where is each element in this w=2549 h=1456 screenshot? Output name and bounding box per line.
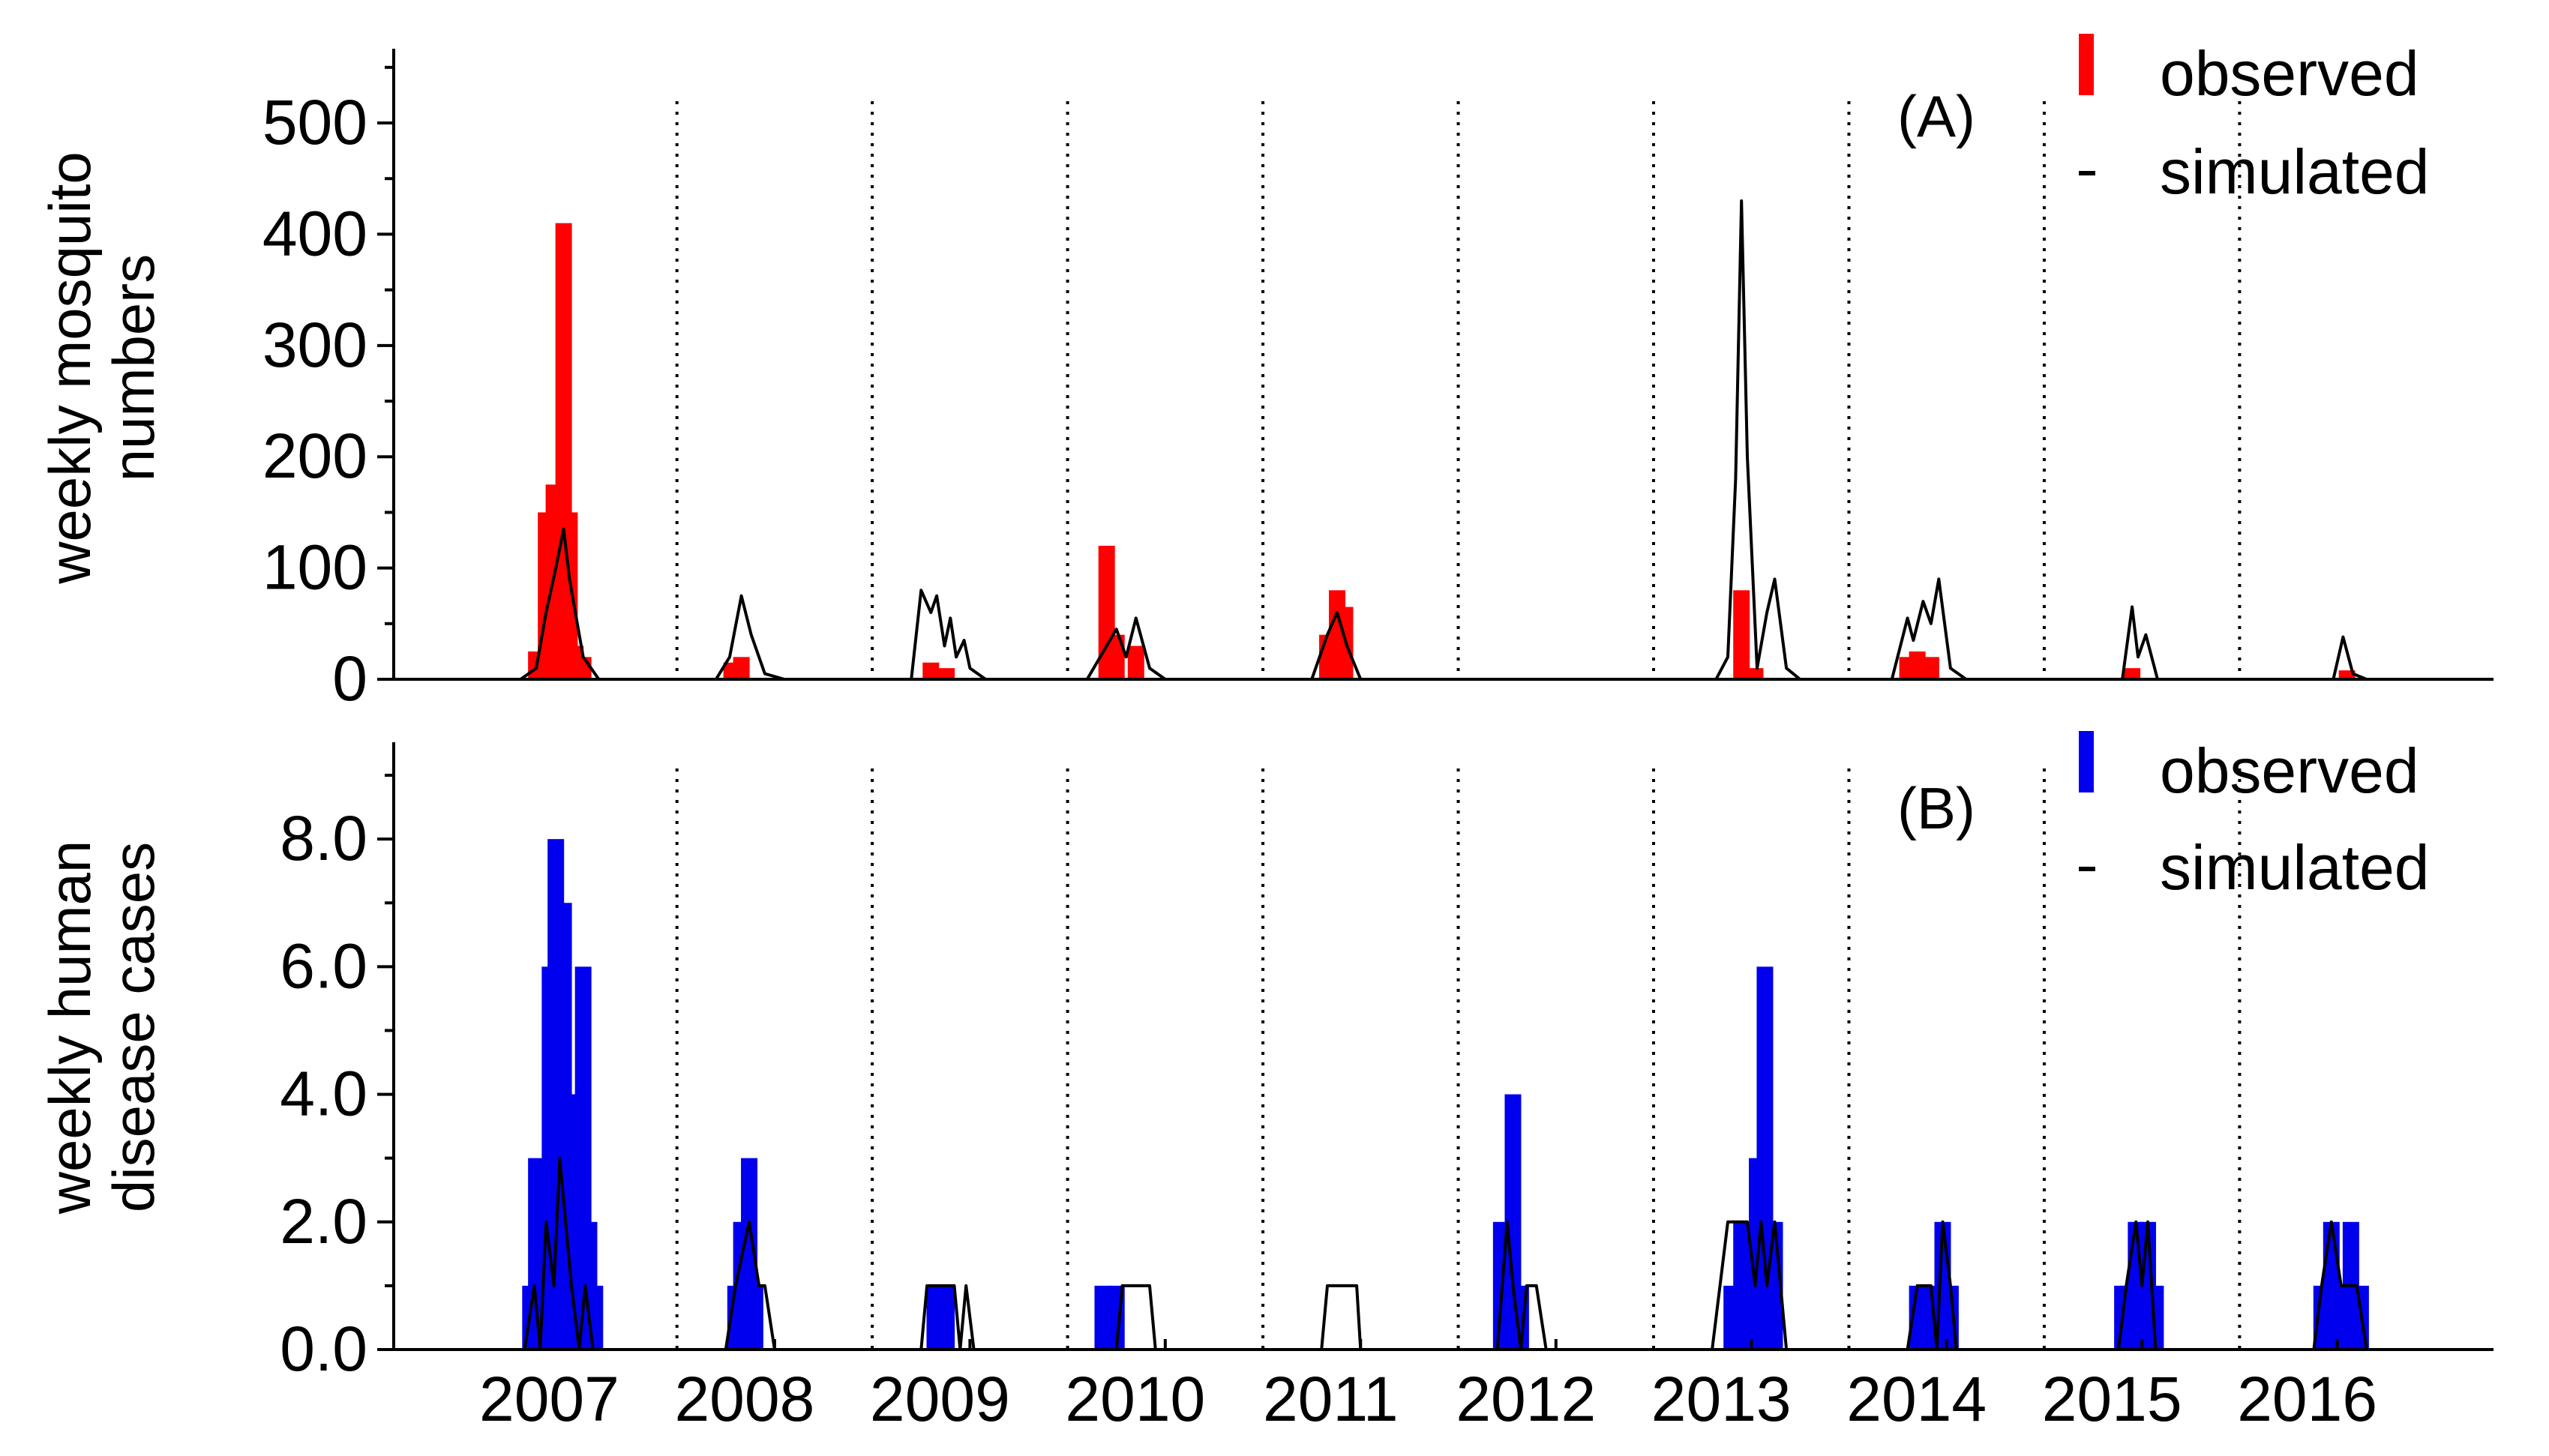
x-year-label: 2014 <box>1846 1364 1987 1434</box>
panel-b-observed-bar <box>746 1285 763 1350</box>
panel-a-y-tick-label: 200 <box>262 421 367 491</box>
panel-b-observed-bar <box>938 1285 955 1350</box>
panel-b-legend-simulated-label: simulated <box>2160 832 2430 903</box>
panel-a-observed-bar <box>2124 668 2141 679</box>
panel-a-observed-bar <box>733 657 750 679</box>
panel-a-tag: (A) <box>1897 83 1975 149</box>
panel-b-observed-bar <box>1094 1285 1111 1350</box>
panel-a-legend-observed-swatch <box>2079 34 2094 95</box>
panel-b-y-tick-label: 8.0 <box>280 803 367 873</box>
panel-a-y-tick-label: 0 <box>332 643 367 714</box>
panel-a-y-tick-label: 100 <box>262 532 367 603</box>
x-axis-year-labels: 2007 2008 2009 2010 2011 2012 2013 2014 2015 2016 <box>479 1364 2377 1434</box>
panel-a-observed-bars <box>528 223 2356 679</box>
panel-b-y-tick-label: 4.0 <box>280 1059 367 1129</box>
panel-b-ylabel-line2: disease cases <box>100 842 166 1212</box>
panel-a-y-tick-label: 400 <box>262 198 367 268</box>
panel-b-legend-observed-swatch <box>2079 731 2094 792</box>
panel-b-tag: (B) <box>1897 775 1975 841</box>
x-year-label: 2008 <box>674 1364 814 1434</box>
panel-a-observed-bar <box>938 668 955 679</box>
panel-a-observed-bar <box>1108 634 1125 679</box>
panel-a-observed-bar <box>1922 657 1939 679</box>
panel-a-separators <box>675 101 2242 679</box>
panel-a-legend: observed simulated <box>2079 34 2430 207</box>
panel-b-y-tick-label: 0.0 <box>280 1314 367 1384</box>
panel-b-legend-observed-label: observed <box>2160 735 2419 806</box>
panel-a-observed-bar <box>1733 590 1750 679</box>
panel-b-ylabel-line1: weekly human <box>37 840 103 1215</box>
panel-b-simulated-line <box>394 1156 2494 1351</box>
panel-b-separators <box>675 768 2242 1350</box>
panel-a-y-tick-label: 500 <box>262 87 367 157</box>
panel-b-observed-bars <box>522 839 2369 1350</box>
panel-a-observed-bar <box>1127 646 1144 679</box>
panel-a-ylabel-line2: numbers <box>100 254 166 481</box>
panel-a-legend-simulated-label: simulated <box>2160 136 2430 207</box>
x-year-label: 2012 <box>1456 1364 1596 1434</box>
panel-a-observed-bar <box>2338 670 2356 679</box>
panel-a-observed-bar <box>922 662 940 679</box>
panel-a-ylabel-line1: weekly mosquito <box>37 151 103 585</box>
panel-a-legend-observed-label: observed <box>2160 38 2419 109</box>
panel-b-y-tick-label: 2.0 <box>280 1186 367 1257</box>
x-year-label: 2010 <box>1065 1364 1205 1434</box>
panel-a-simulated-line <box>394 199 2494 681</box>
panel-a-observed-bar <box>574 657 592 679</box>
x-year-label: 2009 <box>870 1364 1010 1434</box>
panel-a-observed-bar <box>1909 651 1926 679</box>
panel-b-legend: observed simulated <box>2079 731 2430 903</box>
panel-b-y-ticks: 0.0 2.0 4.0 6.0 8.0 <box>280 774 394 1384</box>
panel-a-mosquito: 0 100 200 300 400 500 weekly mosquito numbers… <box>37 34 2494 714</box>
panel-b-y-tick-label: 6.0 <box>280 930 367 1001</box>
panel-a-legend-simulated-swatch <box>2079 171 2095 175</box>
panel-b-x-ticks <box>577 1339 2339 1350</box>
panel-a-y-ticks: 0 100 200 300 400 500 <box>262 65 394 714</box>
panel-b-observed-bar <box>1504 1094 1522 1350</box>
panel-a-observed-bar <box>1747 668 1764 679</box>
panel-a-y-tick-label: 300 <box>262 310 367 380</box>
x-year-label: 2016 <box>2237 1364 2377 1434</box>
panel-b-legend-simulated-swatch <box>2079 867 2095 871</box>
x-year-label: 2015 <box>2042 1364 2182 1434</box>
panel-b-observed-bar <box>1909 1285 1926 1350</box>
panel-b-human: 0.0 2.0 4.0 6.0 8.0 weekly human disease cas… <box>37 731 2494 1384</box>
x-year-label: 2007 <box>479 1364 619 1434</box>
x-year-label: 2011 <box>1263 1364 1399 1434</box>
x-year-label: 2013 <box>1651 1364 1792 1434</box>
